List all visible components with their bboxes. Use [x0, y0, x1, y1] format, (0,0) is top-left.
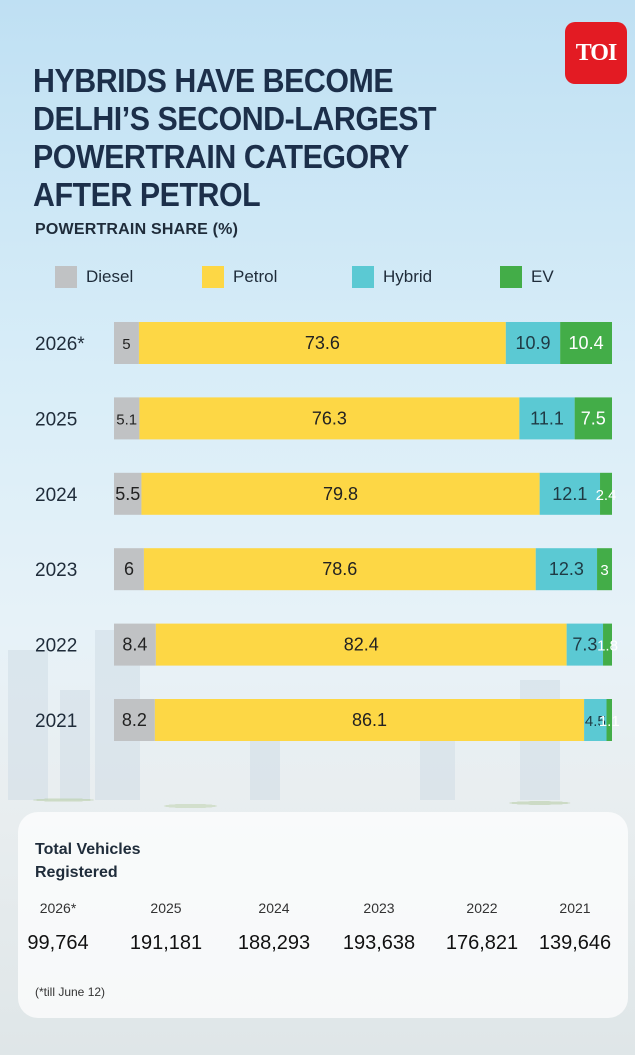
bar-segment-petrol [154, 699, 585, 741]
registration-year: 2025 [150, 900, 182, 916]
bar-segment-ev [606, 699, 612, 741]
registration-value: 193,638 [342, 932, 416, 954]
data-label-hybrid: 7.3 [572, 635, 597, 655]
registration-value: 176,821 [445, 932, 519, 954]
registrations-panel: Total Vehicles Registered 2026* 99,764 202… [18, 812, 628, 1018]
data-label-diesel: 5 [122, 336, 130, 353]
registration-year: 2024 [258, 900, 290, 916]
y-tick-label: 2024 [35, 485, 78, 506]
chart-legend: Diesel Petrol Hybrid EV [55, 266, 615, 290]
bar-segment-hybrid [566, 623, 604, 666]
data-label-diesel: 5.1 [116, 411, 137, 428]
legend-item-hybrid: Hybrid [352, 266, 432, 288]
registrations-title: Total Vehicles Registered [35, 841, 141, 881]
registration-year: 2022 [466, 900, 498, 916]
bar-segment-diesel [114, 322, 139, 364]
registration-value: 191,181 [129, 932, 203, 954]
bar-segment-ev [597, 548, 612, 591]
data-label-hybrid: 4.5 [585, 713, 606, 730]
data-label-petrol: 86.1 [352, 710, 387, 730]
page-title: HYBRIDS HAVE BECOME DELHI’S SECOND-LARGE… [33, 62, 437, 213]
bar-segment-petrol [139, 397, 520, 440]
data-label-petrol: 73.6 [305, 333, 340, 353]
data-label-hybrid: 10.9 [515, 333, 550, 353]
legend-swatch-ev [500, 266, 522, 288]
data-label-petrol: 79.8 [323, 484, 358, 504]
legend-label-ev: EV [531, 267, 554, 286]
registration-value: 99,764 [27, 932, 89, 954]
data-label-petrol: 76.3 [312, 408, 347, 428]
bar-segment-diesel [114, 397, 140, 440]
y-tick-label: 2021 [35, 711, 77, 732]
data-label-hybrid: 11.1 [530, 408, 564, 428]
data-label-diesel: 6 [124, 559, 134, 579]
bar-segment-ev [560, 322, 612, 364]
bar-segment-petrol [155, 623, 567, 666]
data-label-diesel: 8.4 [122, 635, 147, 655]
y-tick-label: 2025 [35, 409, 77, 430]
bar-segment-diesel [114, 699, 155, 741]
data-label-petrol: 82.4 [344, 635, 379, 655]
bar-segment-hybrid [505, 322, 561, 364]
bar-segment-hybrid [535, 548, 598, 591]
registration-value: 188,293 [237, 932, 311, 954]
data-label-ev: 1.8 [597, 638, 618, 655]
chart-subtitle: POWERTRAIN SHARE (%) [35, 221, 239, 238]
data-label-ev: 1.1 [599, 713, 620, 730]
bar-segment-diesel [114, 472, 142, 515]
registration-year: 2026* [39, 900, 77, 916]
stacked-bar-chart: 2026* 5 73.6 10.9 10.4 2025 5.1 76.3 11.1 7.5 2024… [35, 322, 620, 741]
registration-year: 2023 [363, 900, 395, 916]
registration-year: 2021 [559, 900, 591, 916]
footnote: (*till June 12) [35, 985, 106, 999]
legend-item-petrol: Petrol [202, 266, 277, 288]
bar-segment-ev [600, 472, 612, 515]
registration-value: 139,646 [538, 932, 612, 954]
bar-segment-ev [574, 397, 612, 440]
y-tick-label: 2026* [35, 334, 85, 355]
data-label-petrol: 78.6 [322, 559, 357, 579]
legend-label-petrol: Petrol [233, 267, 278, 286]
bar-segment-petrol [138, 322, 506, 364]
legend-swatch-petrol [202, 266, 224, 288]
legend-swatch-diesel [55, 266, 77, 288]
bar-segment-hybrid [584, 699, 607, 741]
data-label-diesel: 5.5 [115, 484, 140, 504]
legend-item-diesel: Diesel [55, 266, 133, 288]
toi-logo: TOI [565, 22, 627, 84]
bar-segment-diesel [114, 548, 144, 591]
legend-label-hybrid: Hybrid [383, 267, 433, 286]
bar-segment-hybrid [519, 397, 575, 440]
bar-segment-ev [603, 623, 612, 666]
bar-segment-hybrid [539, 472, 601, 515]
data-label-ev: 3 [600, 562, 608, 579]
data-label-ev: 2.4 [596, 487, 617, 504]
legend-item-ev: EV [500, 266, 554, 288]
bar-segment-diesel [114, 623, 156, 666]
data-label-hybrid: 12.1 [552, 484, 587, 504]
legend-label-diesel: Diesel [86, 267, 134, 286]
data-label-ev: 7.5 [581, 408, 606, 428]
bar-segment-petrol [143, 548, 536, 591]
bar-segment-petrol [141, 472, 540, 515]
data-label-ev: 10.4 [569, 333, 604, 353]
y-tick-label: 2022 [35, 636, 77, 657]
y-tick-label: 2023 [35, 560, 77, 581]
data-label-diesel: 8.2 [122, 710, 147, 730]
legend-swatch-hybrid [352, 266, 374, 288]
data-label-hybrid: 12.3 [549, 559, 584, 579]
